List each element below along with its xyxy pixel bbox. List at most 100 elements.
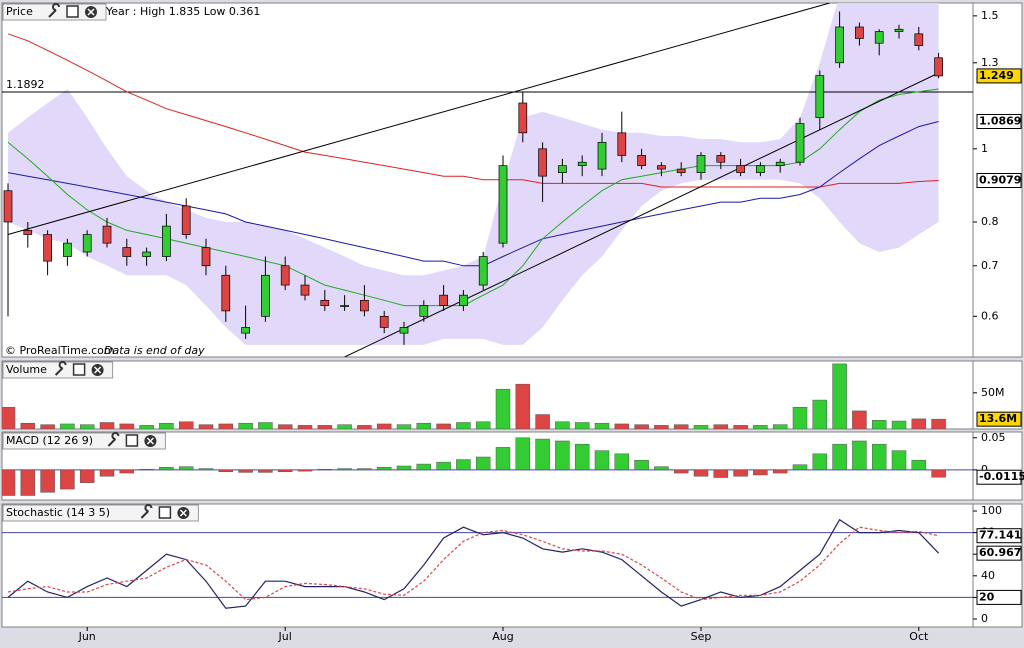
bar [871, 420, 887, 429]
y-tick-label: 1 [981, 142, 988, 155]
subtitle: Year : High 1.835 Low 0.361 [105, 5, 260, 18]
plot [2, 518, 973, 609]
wrench-icon[interactable] [107, 432, 120, 447]
candle-body [102, 225, 112, 244]
bar [772, 424, 788, 429]
wrench-icon[interactable] [48, 3, 60, 18]
window-icon[interactable] [66, 5, 79, 18]
candle-body [716, 155, 726, 163]
candle-body [855, 26, 864, 39]
candle-body [498, 165, 508, 244]
bar [654, 466, 669, 471]
value-label: 0.9079 [979, 174, 1021, 187]
axis-area [972, 503, 1023, 628]
candle-body [142, 251, 151, 257]
value-box [976, 411, 1022, 427]
candle-body [280, 265, 290, 286]
close-cross [87, 8, 95, 16]
bar [416, 463, 432, 471]
bar [79, 424, 95, 429]
y-tick-label: 0 [981, 463, 988, 476]
bar [733, 469, 748, 477]
stochastic-line [7, 526, 939, 601]
candle-body [775, 161, 785, 166]
bar [535, 414, 550, 429]
bar [614, 423, 630, 429]
bar [634, 459, 649, 471]
wrench-icon[interactable] [54, 361, 67, 376]
candle-body [617, 132, 627, 156]
pane [1, 503, 974, 628]
bar [753, 425, 768, 429]
y-tick-label: 0.8 [981, 215, 999, 228]
value-label: 60.967 [979, 546, 1021, 559]
bar [871, 443, 887, 471]
bar [218, 423, 234, 429]
pane-header [2, 432, 166, 450]
candle-body [43, 234, 52, 262]
bar [614, 453, 630, 471]
candle-body [558, 165, 567, 173]
bar [99, 422, 115, 429]
bar [119, 423, 135, 429]
note: Data is end of day [104, 344, 205, 357]
pane-title: MACD (12 26 9) [6, 434, 93, 447]
bar [376, 423, 392, 429]
candle-body [696, 155, 706, 173]
candle-body [360, 299, 369, 312]
bar [733, 425, 748, 429]
window-icon[interactable] [158, 506, 172, 519]
value-box [976, 68, 1022, 84]
bar [475, 421, 491, 429]
bar [673, 424, 689, 429]
candle-body [82, 234, 92, 253]
bar [139, 425, 154, 429]
candle-body [300, 284, 310, 296]
bar [693, 425, 709, 429]
candle-body [320, 299, 330, 306]
window-icon[interactable] [72, 363, 86, 376]
candle-body [379, 315, 389, 328]
candle-body [439, 294, 448, 306]
moving-average [7, 33, 939, 188]
candle-body [835, 26, 844, 64]
bar [396, 465, 412, 471]
candle-body [518, 102, 528, 134]
wrench-icon[interactable] [140, 504, 153, 519]
y-tick-label: 0.7 [981, 259, 999, 272]
bar [911, 418, 927, 429]
source: © ProRealTime.com [5, 344, 115, 357]
bar [634, 424, 649, 429]
candle-body [122, 247, 132, 257]
bar [159, 422, 174, 429]
value-box [976, 589, 1022, 605]
bar [198, 468, 214, 471]
bar [852, 440, 867, 471]
candle-body [894, 28, 904, 32]
y-tick-label: 0 [981, 612, 988, 625]
bar [555, 421, 570, 429]
candle-body [23, 229, 33, 235]
y-tick-label: 50M [981, 386, 1005, 399]
bar [99, 469, 115, 477]
candle-body [676, 168, 686, 173]
bar [357, 425, 372, 429]
candle-body [815, 75, 825, 118]
bar [772, 469, 788, 474]
plot [2, 363, 946, 429]
bar [753, 469, 768, 476]
bar [891, 450, 907, 471]
bar [812, 399, 828, 429]
candle-body [3, 190, 13, 223]
bar [456, 459, 471, 471]
value-label: 20 [979, 590, 995, 603]
window-icon[interactable] [125, 434, 139, 447]
candle-body [181, 205, 191, 235]
candle-body [736, 165, 745, 173]
bar [396, 424, 412, 429]
bar [654, 425, 669, 429]
bar [693, 469, 709, 477]
bar [238, 469, 253, 473]
candle-body [340, 305, 349, 307]
